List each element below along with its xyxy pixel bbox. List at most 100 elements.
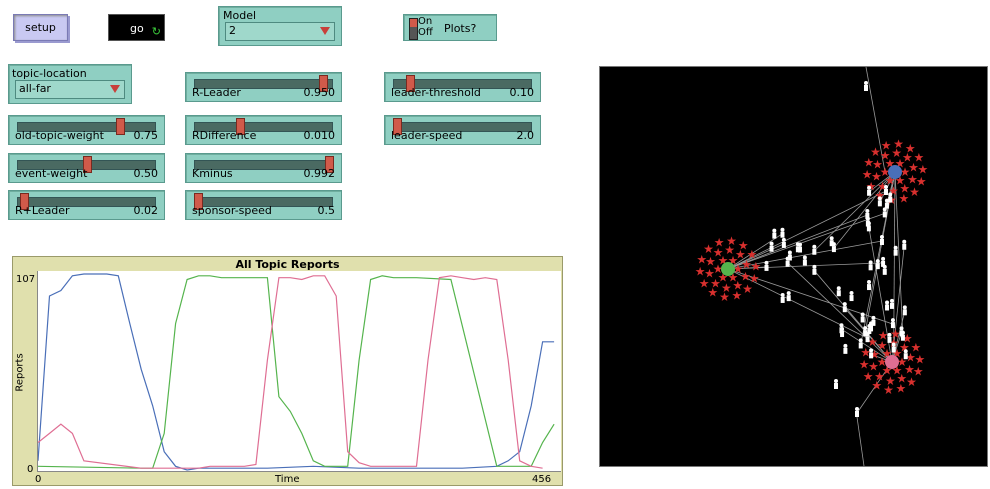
slider-leader-speed[interactable]: leader-speed 2.0 xyxy=(384,115,541,145)
sponsor-star-icon: ★ xyxy=(898,192,909,206)
model-chooser-value[interactable]: 2 xyxy=(225,22,335,41)
slider-r-leader[interactable]: R-Leader 0.950 xyxy=(185,72,342,102)
sponsor-star-icon: ★ xyxy=(895,156,906,170)
x-max-label: 456 xyxy=(532,474,552,485)
agent-head xyxy=(871,315,876,320)
agent-head xyxy=(829,236,834,241)
agent-head xyxy=(812,244,817,249)
sponsor-star-icon: ★ xyxy=(917,162,928,176)
agent-head xyxy=(849,291,854,296)
slider-track[interactable] xyxy=(393,79,532,89)
sponsor-star-icon: ★ xyxy=(913,365,924,379)
slider-track[interactable] xyxy=(17,122,156,132)
sponsor-star-icon: ★ xyxy=(883,383,894,397)
setup-button[interactable]: setup xyxy=(13,14,68,41)
agent-body xyxy=(900,334,905,341)
slider-leader-threshold[interactable]: leader-threshold 0.10 xyxy=(384,72,541,102)
network-link xyxy=(891,311,906,363)
topic-location-value[interactable]: all-far xyxy=(15,80,125,99)
switch-label: Plots? xyxy=(444,22,477,35)
sponsor-star-icon: ★ xyxy=(895,382,906,396)
sponsor-star-icon: ★ xyxy=(891,146,902,160)
slider-kminus[interactable]: Kminus 0.992 xyxy=(185,153,342,183)
sponsor-star-icon: ★ xyxy=(896,371,907,385)
slider-handle[interactable] xyxy=(324,156,334,173)
agent-head xyxy=(769,241,774,246)
agent-head xyxy=(893,245,898,250)
network-link xyxy=(727,190,887,270)
sponsor-star-icon: ★ xyxy=(869,348,880,362)
agent-head xyxy=(781,237,786,242)
agent-body xyxy=(867,328,872,335)
slider-handle[interactable] xyxy=(393,118,402,135)
agent-head xyxy=(865,208,870,213)
agent-head xyxy=(798,242,803,247)
network-link xyxy=(787,262,893,363)
slider-handle[interactable] xyxy=(319,75,329,92)
agent-head xyxy=(860,312,865,317)
agent-head xyxy=(867,324,872,329)
agent-body xyxy=(865,212,870,219)
agent-body xyxy=(781,241,786,248)
slider-rdifference[interactable]: RDifference 0.010 xyxy=(185,115,342,145)
slider-track[interactable] xyxy=(194,79,333,89)
slider-track[interactable] xyxy=(17,197,156,207)
slider-handle[interactable] xyxy=(406,75,416,92)
agent-body xyxy=(891,346,896,353)
agent-head xyxy=(891,342,896,347)
sponsor-star-icon: ★ xyxy=(866,180,877,194)
agent-head xyxy=(877,196,882,201)
slider-handle[interactable] xyxy=(236,118,246,135)
slider-handle[interactable] xyxy=(19,193,29,210)
network-link xyxy=(727,214,868,270)
agent-body xyxy=(884,189,888,195)
agent-body xyxy=(893,249,898,256)
slider-old-topic-weight[interactable]: old-topic-weight 0.75 xyxy=(8,115,165,145)
switch-track[interactable] xyxy=(409,18,418,40)
sponsor-star-icon: ★ xyxy=(902,151,913,165)
y-min-label: 0 xyxy=(27,464,34,475)
plots-switch[interactable]: On Off Plots? xyxy=(403,14,497,41)
agent-body xyxy=(843,347,848,354)
plot-canvas xyxy=(37,273,555,471)
agent-body xyxy=(866,225,871,232)
sponsor-star-icon: ★ xyxy=(877,339,888,353)
world-view[interactable]: ★ ★ ★ ★ ★ ★ ★ ★ ★ ★ ★ ★ ★ ★ ★ ★ ★ ★ ★ ★ ★ ★ ★ ★ ★ ★ ★ ★ ★ ★ ★ ★ ★ ★ ★ ★ ★ ★ ★ ★… xyxy=(599,66,988,467)
agent-body xyxy=(864,85,868,91)
agent-body xyxy=(877,200,882,207)
forever-icon: ↻ xyxy=(151,25,161,38)
slider-sponsor-speed[interactable]: sponsor-speed 0.5 xyxy=(185,190,342,220)
slider-track[interactable] xyxy=(194,122,333,132)
agent-head xyxy=(903,349,908,354)
switch-handle[interactable] xyxy=(410,19,417,27)
slider-handle[interactable] xyxy=(83,156,92,173)
network-link xyxy=(833,171,896,249)
agent-body xyxy=(831,246,836,253)
topic-location-chooser[interactable]: topic-location all-far xyxy=(8,64,132,104)
slider-handle[interactable] xyxy=(116,118,125,135)
agent-body xyxy=(887,336,892,343)
model-value-text: 2 xyxy=(229,24,236,37)
agent-body xyxy=(858,342,863,349)
slider-value: 0.950 xyxy=(303,86,336,99)
agent-body xyxy=(882,268,887,275)
model-chooser[interactable]: Model 2 xyxy=(218,6,342,46)
world-canvas[interactable]: ★★★★★ ★★★★★★★★ ★ ★★★★★★★★★ ★ ★ ★★★★★★★★★ ★★★★★★… xyxy=(600,66,987,467)
leader-node xyxy=(888,165,902,179)
agent-body xyxy=(780,231,785,238)
agent-head xyxy=(836,286,841,291)
chevron-down-icon xyxy=(320,27,330,35)
agent-body xyxy=(780,296,785,303)
sponsor-star-icon: ★ xyxy=(860,345,871,359)
slider-event-weight[interactable]: event-weight 0.50 xyxy=(8,153,165,183)
agent-head xyxy=(900,330,905,335)
agent-head xyxy=(869,348,874,353)
agent-body xyxy=(798,246,803,253)
sponsor-star-icon: ★ xyxy=(859,358,870,372)
slider-r-plus-leader[interactable]: R+Leader 0.02 xyxy=(8,190,165,220)
go-button[interactable]: go ↻ xyxy=(108,14,165,41)
agent-head xyxy=(839,323,844,328)
agent-head xyxy=(858,338,863,343)
agent-body xyxy=(860,316,865,323)
slider-handle[interactable] xyxy=(194,193,203,210)
